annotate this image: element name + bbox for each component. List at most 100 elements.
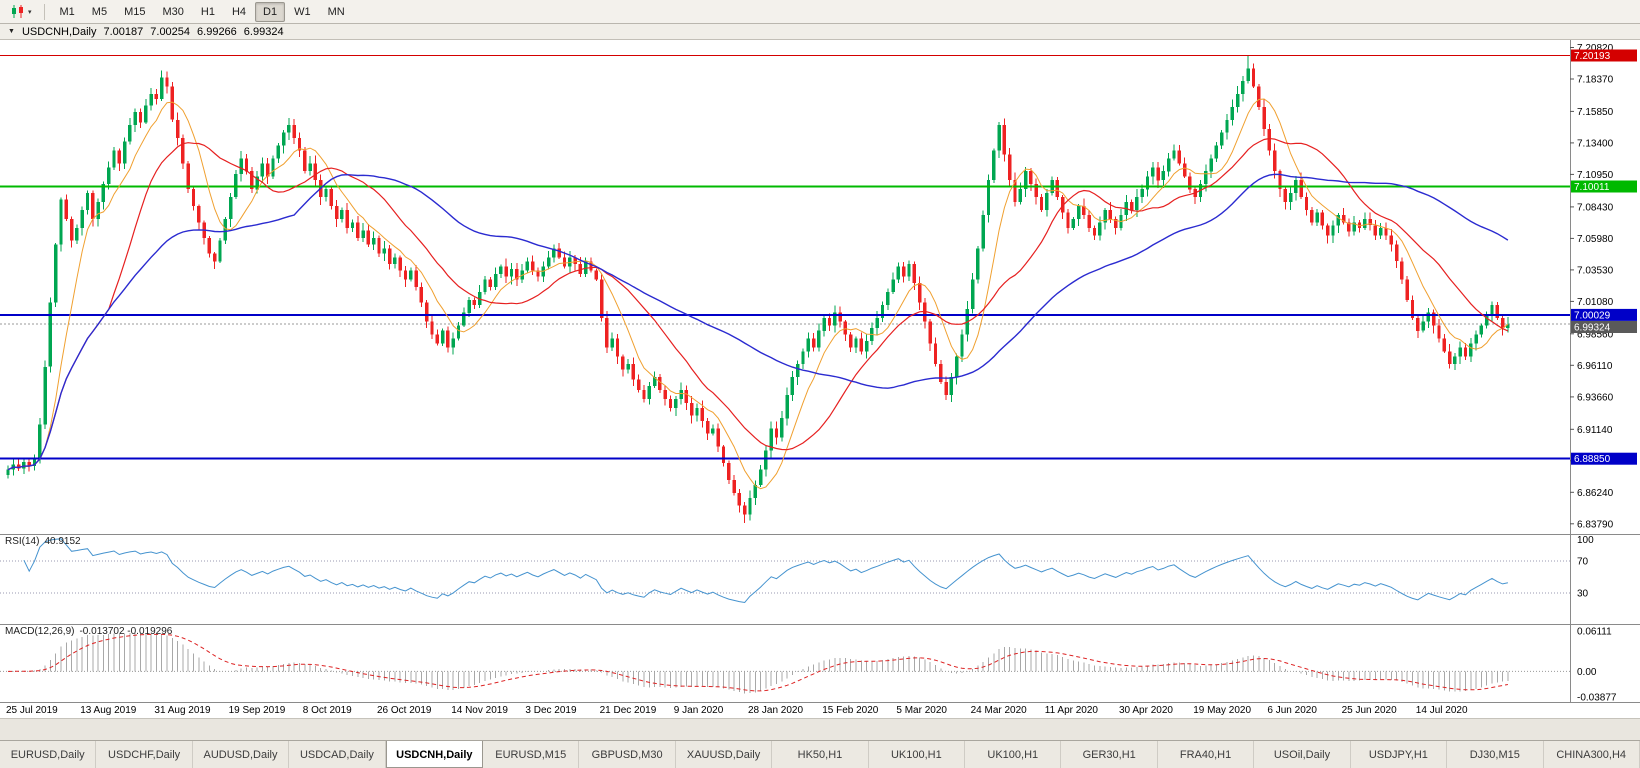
chart-tab-usdcad-daily[interactable]: USDCAD,Daily [289, 741, 386, 768]
timeframe-button-m30[interactable]: M30 [154, 2, 191, 22]
date-label: 19 May 2020 [1193, 705, 1252, 716]
macd-histogram [12, 632, 1509, 694]
macd-tick-label: 0.00 [1577, 667, 1597, 678]
macd-indicator-panel: MACD(12,26,9) -0.013702 -0.019296 0.0611… [0, 624, 1640, 702]
macd-tick-label: -0.03877 [1577, 693, 1617, 703]
rsi-panel-header: RSI(14) 40.9152 [5, 536, 81, 547]
price-scale[interactable]: 7.20820 7.18370 7.15850 7.13400 7.10950 7.084… [1570, 40, 1640, 534]
chart-tab-audusd-daily[interactable]: AUDUSD,Daily [192, 741, 290, 768]
moving-average-line-55 [7, 173, 1509, 471]
price-tick-label: 6.98560 [1577, 329, 1614, 340]
chart-type-button[interactable]: ▾ [6, 3, 37, 20]
price-tick-label: 7.08430 [1577, 202, 1614, 213]
date-label: 30 Apr 2020 [1119, 705, 1173, 716]
chart-tab-fra40-h1[interactable]: FRA40,H1 [1157, 741, 1255, 768]
macd-tick-label: 0.06111 [1577, 627, 1612, 638]
timeframe-buttons-group: M1 M5 M15 M30 H1 H4 D1 W1 MN [52, 1, 353, 22]
rsi-chart-canvas[interactable]: 100 70 30 [0, 535, 1640, 624]
date-label: 26 Oct 2019 [377, 705, 432, 716]
date-label: 11 Apr 2020 [1044, 705, 1098, 716]
timeframe-button-m15[interactable]: M15 [116, 2, 153, 22]
price-tick-label: 7.03530 [1577, 265, 1614, 276]
time-axis[interactable]: 25 Jul 2019 13 Aug 2019 31 Aug 2019 19 Sep … [0, 702, 1640, 718]
timeframe-button-w1[interactable]: W1 [286, 2, 319, 22]
timeframe-button-m5[interactable]: M5 [84, 2, 115, 22]
date-label: 31 Aug 2019 [154, 705, 211, 716]
timeframe-button-d1[interactable]: D1 [255, 1, 286, 22]
chart-tab-ger30-h1[interactable]: GER30,H1 [1061, 741, 1158, 768]
rsi-indicator-panel: RSI(14) 40.9152 100 70 30 [0, 534, 1640, 624]
date-label: 3 Dec 2019 [525, 705, 577, 716]
price-level-label: 7.20193 [1574, 51, 1611, 62]
chart-tab-bar: EURUSD,Daily USDCHF,Daily AUDUSD,Daily USDC… [0, 740, 1640, 768]
price-level-label: 7.10011 [1574, 182, 1610, 193]
date-label: 28 Jan 2020 [748, 705, 804, 716]
chart-collapse-icon[interactable]: ▼ [8, 28, 15, 35]
chart-tab-usoil-daily[interactable]: USOil,Daily [1254, 741, 1351, 768]
date-label: 25 Jul 2019 [6, 705, 58, 716]
candles-layer [6, 55, 1510, 524]
ohlc-high-value: 7.00254 [150, 25, 191, 38]
price-chart-panel: 7.20820 7.18370 7.15850 7.13400 7.10950 7.084… [0, 40, 1640, 534]
chart-tab-dj30-m15[interactable]: DJ30,M15 [1447, 741, 1544, 768]
date-label: 13 Aug 2019 [80, 705, 137, 716]
rsi-indicator-value: 40.9152 [44, 536, 81, 547]
price-tick-label: 6.93660 [1577, 392, 1614, 403]
rsi-scale[interactable]: 100 70 30 [1570, 535, 1595, 624]
price-tick-label: 6.91140 [1577, 425, 1613, 436]
price-level-label: 7.00029 [1574, 310, 1611, 321]
price-tick-label: 6.83790 [1577, 519, 1614, 530]
price-chart-canvas[interactable]: 7.20820 7.18370 7.15850 7.13400 7.10950 7.084… [0, 40, 1640, 534]
date-label: 25 Jun 2020 [1341, 705, 1397, 716]
price-level-label: 6.88850 [1574, 454, 1611, 465]
moving-average-line-8 [7, 98, 1509, 490]
price-tick-label: 6.96110 [1577, 361, 1613, 372]
timeframe-button-h1[interactable]: H1 [193, 2, 223, 22]
macd-chart-canvas[interactable]: 0.06111 0.00 -0.03877 [0, 625, 1640, 702]
rsi-tick-label: 30 [1577, 589, 1589, 600]
chart-title-bar[interactable]: ▼ USDCNH,Daily 7.00187 7.00254 6.99266 6… [0, 24, 1640, 40]
timeframe-button-h4[interactable]: H4 [224, 2, 254, 22]
chart-tab-uk100-h1[interactable]: UK100,H1 [868, 741, 966, 768]
chart-tab-usdchf-daily[interactable]: USDCHF,Daily [96, 741, 193, 768]
price-tick-label: 7.18370 [1577, 75, 1614, 86]
macd-signal-line [7, 633, 1508, 692]
chart-tab-gbpusd-m30[interactable]: GBPUSD,M30 [579, 741, 676, 768]
macd-indicator-name: MACD(12,26,9) [5, 626, 75, 637]
price-tick-label: 7.05980 [1577, 234, 1614, 245]
macd-indicator-values: -0.013702 -0.019296 [79, 626, 173, 637]
chart-symbol-label: USDCNH,Daily [21, 25, 97, 38]
timeframe-toolbar: ▾ M1 M5 M15 M30 H1 H4 D1 W1 MN [0, 0, 1640, 24]
chart-tab-eurusd-m15[interactable]: EURUSD,M15 [483, 741, 580, 768]
timeframe-button-m1[interactable]: M1 [52, 2, 83, 22]
price-tick-label: 6.86240 [1577, 488, 1614, 499]
chart-tab-uk100-h1[interactable]: UK100,H1 [965, 741, 1062, 768]
rsi-indicator-name: RSI(14) [5, 536, 40, 547]
timeframe-button-mn[interactable]: MN [320, 2, 353, 22]
date-label: 21 Dec 2019 [599, 705, 657, 716]
chart-tab-xauusd-daily[interactable]: XAUUSD,Daily [675, 741, 773, 768]
date-label: 14 Jul 2020 [1415, 705, 1468, 716]
date-label: 9 Jan 2020 [673, 705, 724, 716]
price-tick-label: 7.01080 [1577, 297, 1614, 308]
bid-price-label: 6.99324 [1574, 323, 1611, 334]
chart-tab-usdjpy-h1[interactable]: USDJPY,H1 [1350, 741, 1448, 768]
rsi-line [23, 538, 1509, 604]
ohlc-open-value: 7.00187 [103, 25, 144, 38]
chart-tab-hk50-h1[interactable]: HK50,H1 [772, 741, 869, 768]
date-label: 6 Jun 2020 [1267, 705, 1317, 716]
macd-scale[interactable]: 0.06111 0.00 -0.03877 [1570, 625, 1617, 703]
chart-tab-china300-h4[interactable]: CHINA300,H4 [1543, 741, 1640, 768]
price-tick-label: 7.13400 [1577, 138, 1614, 149]
date-label: 24 Mar 2020 [970, 705, 1027, 716]
chart-tab-usdcnh-daily[interactable]: USDCNH,Daily [385, 741, 484, 768]
price-tick-label: 7.10950 [1577, 170, 1614, 181]
rsi-tick-label: 70 [1577, 557, 1589, 568]
chart-tab-eurusd-daily[interactable]: EURUSD,Daily [0, 741, 97, 768]
date-label: 15 Feb 2020 [822, 705, 879, 716]
date-label: 14 Nov 2019 [451, 705, 508, 716]
price-tick-label: 7.15850 [1577, 107, 1614, 118]
status-strip [0, 718, 1640, 740]
rsi-tick-label: 100 [1577, 535, 1594, 546]
date-label: 19 Sep 2019 [228, 705, 286, 716]
